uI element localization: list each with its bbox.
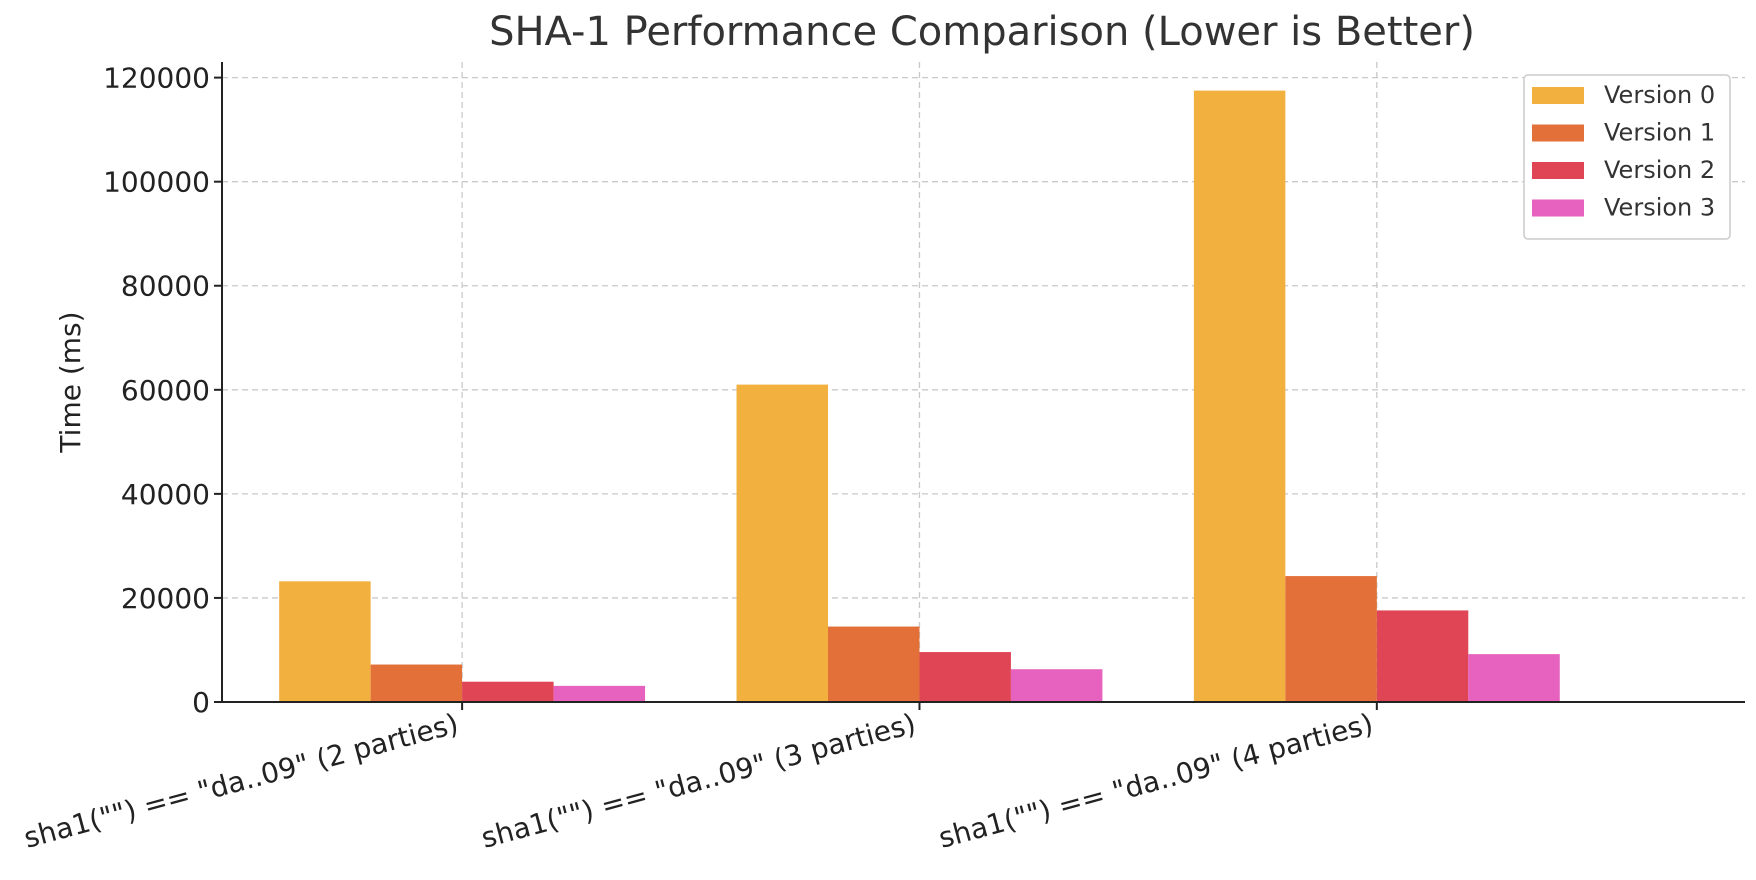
- x-tick-label: sha1("") == "da..09" (4 parties): [935, 707, 1377, 855]
- legend-label: Version 3: [1604, 194, 1715, 222]
- bar: [1376, 610, 1469, 702]
- bar: [462, 681, 554, 702]
- bar: [370, 664, 463, 702]
- legend-swatch: [1532, 199, 1584, 217]
- bar: [1468, 654, 1560, 702]
- bar: [1010, 669, 1103, 702]
- bar: [919, 652, 1011, 702]
- y-axis-label: Time (ms): [54, 311, 87, 453]
- y-tick-label: 20000: [121, 582, 210, 615]
- y-tick-label: 60000: [121, 374, 210, 407]
- legend-swatch: [1532, 87, 1584, 104]
- axes-layer: [214, 62, 1745, 710]
- y-tick-label: 40000: [121, 478, 210, 511]
- bar: [827, 626, 920, 702]
- legend-swatch: [1532, 124, 1584, 142]
- x-tick-label: sha1("") == "da..09" (3 parties): [478, 707, 920, 855]
- legend-label: Version 2: [1604, 156, 1715, 184]
- legend-box: [1523, 74, 1731, 240]
- bar: [736, 384, 828, 702]
- y-tick-label: 0: [192, 686, 210, 719]
- x-tick-labels: sha1("") == "da..09" (2 parties) sha1("")…: [20, 707, 1376, 855]
- grid-layer: [222, 62, 1745, 703]
- y-tick-label: 100000: [103, 166, 210, 199]
- bar: [279, 581, 371, 702]
- bar: [553, 685, 646, 702]
- bar: [1285, 576, 1377, 702]
- legend-swatch: [1532, 162, 1584, 179]
- legend-label: Version 1: [1604, 119, 1715, 147]
- y-tick-labels: 0 20000 40000 60000 80000 100000 120000: [103, 62, 210, 719]
- bars-layer: [279, 90, 1560, 702]
- legend: Version 0 Version 1 Version 2 Version 3: [1523, 74, 1731, 240]
- bar: [1193, 90, 1286, 702]
- x-tick-label: sha1("") == "da..09" (2 parties): [20, 707, 462, 855]
- y-tick-label: 80000: [121, 270, 210, 303]
- y-tick-label: 120000: [103, 62, 210, 95]
- legend-label: Version 0: [1604, 81, 1715, 109]
- chart-title: SHA-1 Performance Comparison (Lower is B…: [489, 9, 1475, 55]
